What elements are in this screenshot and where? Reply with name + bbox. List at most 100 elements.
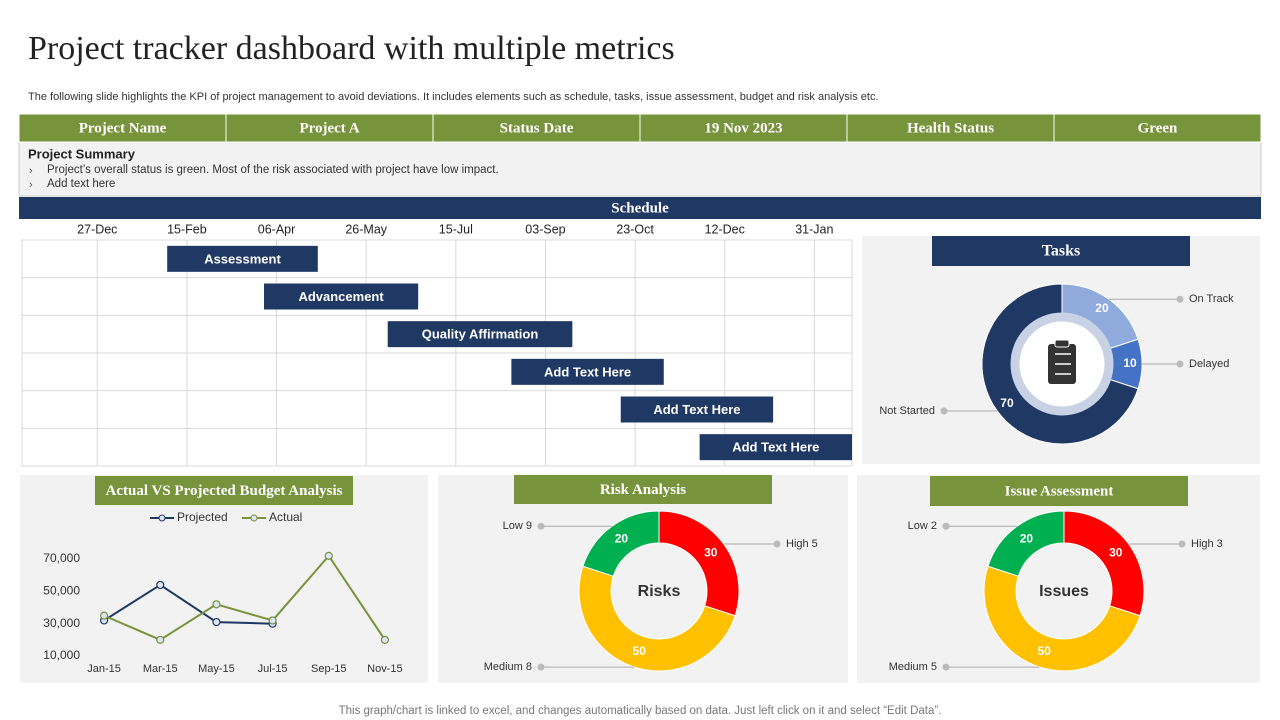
donut-segment [987, 510, 1065, 577]
panel-title-box [514, 475, 772, 504]
x-tick-label: Nov-15 [367, 663, 402, 675]
point [380, 635, 390, 644]
center-label: Risks [638, 583, 681, 600]
x-tick-label: 31-Jan [795, 222, 833, 236]
category-label: Delayed [1189, 358, 1229, 370]
leader-dot [1176, 295, 1184, 303]
bullet: › [29, 179, 33, 191]
header-cell [846, 113, 1055, 143]
header-cell [432, 113, 641, 143]
x-tick-label: May-15 [198, 663, 235, 675]
x-tick-label: Jul-15 [258, 663, 288, 675]
donut-segment [983, 565, 1141, 671]
y-tick-label: 70,000 [43, 551, 80, 565]
header-cell [225, 113, 434, 143]
summary-box [18, 141, 1262, 197]
value-label: 10 [1123, 356, 1137, 370]
y-tick-label: 50,000 [43, 584, 80, 598]
leader-dot [773, 540, 781, 548]
category-label: Low 9 [503, 520, 532, 532]
panel-title: Issue Assessment [1005, 483, 1114, 499]
panel-title-box [95, 476, 353, 505]
value-label: 50 [1038, 644, 1052, 658]
header-text: Green [1138, 120, 1178, 136]
header-cell [18, 113, 227, 143]
leader-dot [942, 663, 950, 671]
x-tick-label: Sep-15 [311, 663, 346, 675]
gantt-bar [511, 358, 664, 385]
value-label: 20 [1020, 531, 1034, 545]
header-text: 19 Nov 2023 [704, 120, 782, 136]
value-label: 70 [1000, 396, 1014, 410]
gantt-label: Add Text Here [732, 440, 819, 455]
gantt-bar [264, 283, 419, 310]
header-text: Project Name [79, 120, 167, 136]
panel-title: Risk Analysis [600, 482, 686, 498]
value-label: 50 [633, 644, 647, 658]
point [212, 617, 221, 627]
panel-title: Actual VS Projected Budget Analysis [106, 483, 343, 499]
value-label: 30 [704, 546, 718, 560]
legend-marker [250, 514, 258, 522]
value-label: 30 [1109, 546, 1123, 560]
center-label: Issues [1039, 583, 1089, 600]
donut-segment [582, 510, 660, 577]
gantt-label: Add Text Here [544, 364, 631, 379]
category-label: Not Started [879, 405, 935, 417]
gantt-bar [387, 321, 573, 348]
header-text: Status Date [500, 120, 574, 136]
footer-note: This graph/chart is linked to excel, and… [339, 705, 942, 717]
point [156, 580, 165, 590]
header-text: Health Status [907, 120, 994, 136]
gantt-bar [699, 434, 852, 461]
gantt-label: Advancement [298, 289, 384, 304]
category-label: High 3 [1191, 538, 1223, 550]
summary-item: Add text here [47, 178, 115, 190]
donut-segment [578, 565, 736, 672]
header-text: Project A [299, 120, 359, 136]
budget-panel [20, 475, 428, 683]
x-tick-label: Mar-15 [143, 663, 178, 675]
point [268, 616, 277, 625]
subtitle: The following slide highlights the KPI o… [28, 91, 879, 103]
legend-label: Actual [269, 510, 302, 524]
leader-dot [537, 522, 545, 530]
category-label: On Track [1189, 293, 1234, 305]
point [156, 635, 165, 644]
donut-segment [658, 510, 740, 617]
gantt-label: Quality Affirmation [422, 327, 539, 342]
page-title: Project tracker dashboard with multiple … [28, 30, 675, 67]
header-cell [1053, 113, 1262, 143]
category-label: High 5 [786, 538, 818, 550]
clipboard-clip [1054, 339, 1070, 348]
x-tick-label: 26-May [345, 222, 387, 236]
gantt-bar [620, 396, 774, 423]
donut-segment [1063, 510, 1145, 617]
leader-dot [1176, 360, 1184, 368]
value-label: 20 [615, 531, 629, 545]
panel-title: Tasks [1042, 243, 1081, 260]
category-label: Medium 8 [484, 661, 532, 673]
y-tick-label: 30,000 [43, 616, 80, 630]
x-tick-label: 12-Dec [705, 222, 745, 236]
gantt-label: Add Text Here [653, 402, 740, 417]
legend-marker [158, 514, 166, 522]
leader-dot [1178, 540, 1186, 548]
x-tick-label: 15-Jul [439, 222, 473, 236]
category-label: Low 2 [908, 520, 937, 532]
section-bar [19, 197, 1261, 219]
x-tick-label: 15-Feb [167, 222, 207, 236]
x-tick-label: 27-Dec [77, 222, 117, 236]
leader-dot [537, 663, 545, 671]
legend-label: Projected [177, 510, 228, 524]
gantt-label: Assessment [204, 251, 281, 266]
x-tick-label: 03-Sep [525, 222, 565, 236]
leader-dot [942, 522, 950, 530]
leader-dot [940, 407, 948, 415]
point [212, 600, 221, 609]
x-tick-label: 23-Oct [616, 222, 654, 236]
header-cell [639, 113, 848, 143]
summary-item: Project’s overall status is green. Most … [47, 164, 499, 176]
x-tick-label: Jan-15 [87, 663, 121, 675]
